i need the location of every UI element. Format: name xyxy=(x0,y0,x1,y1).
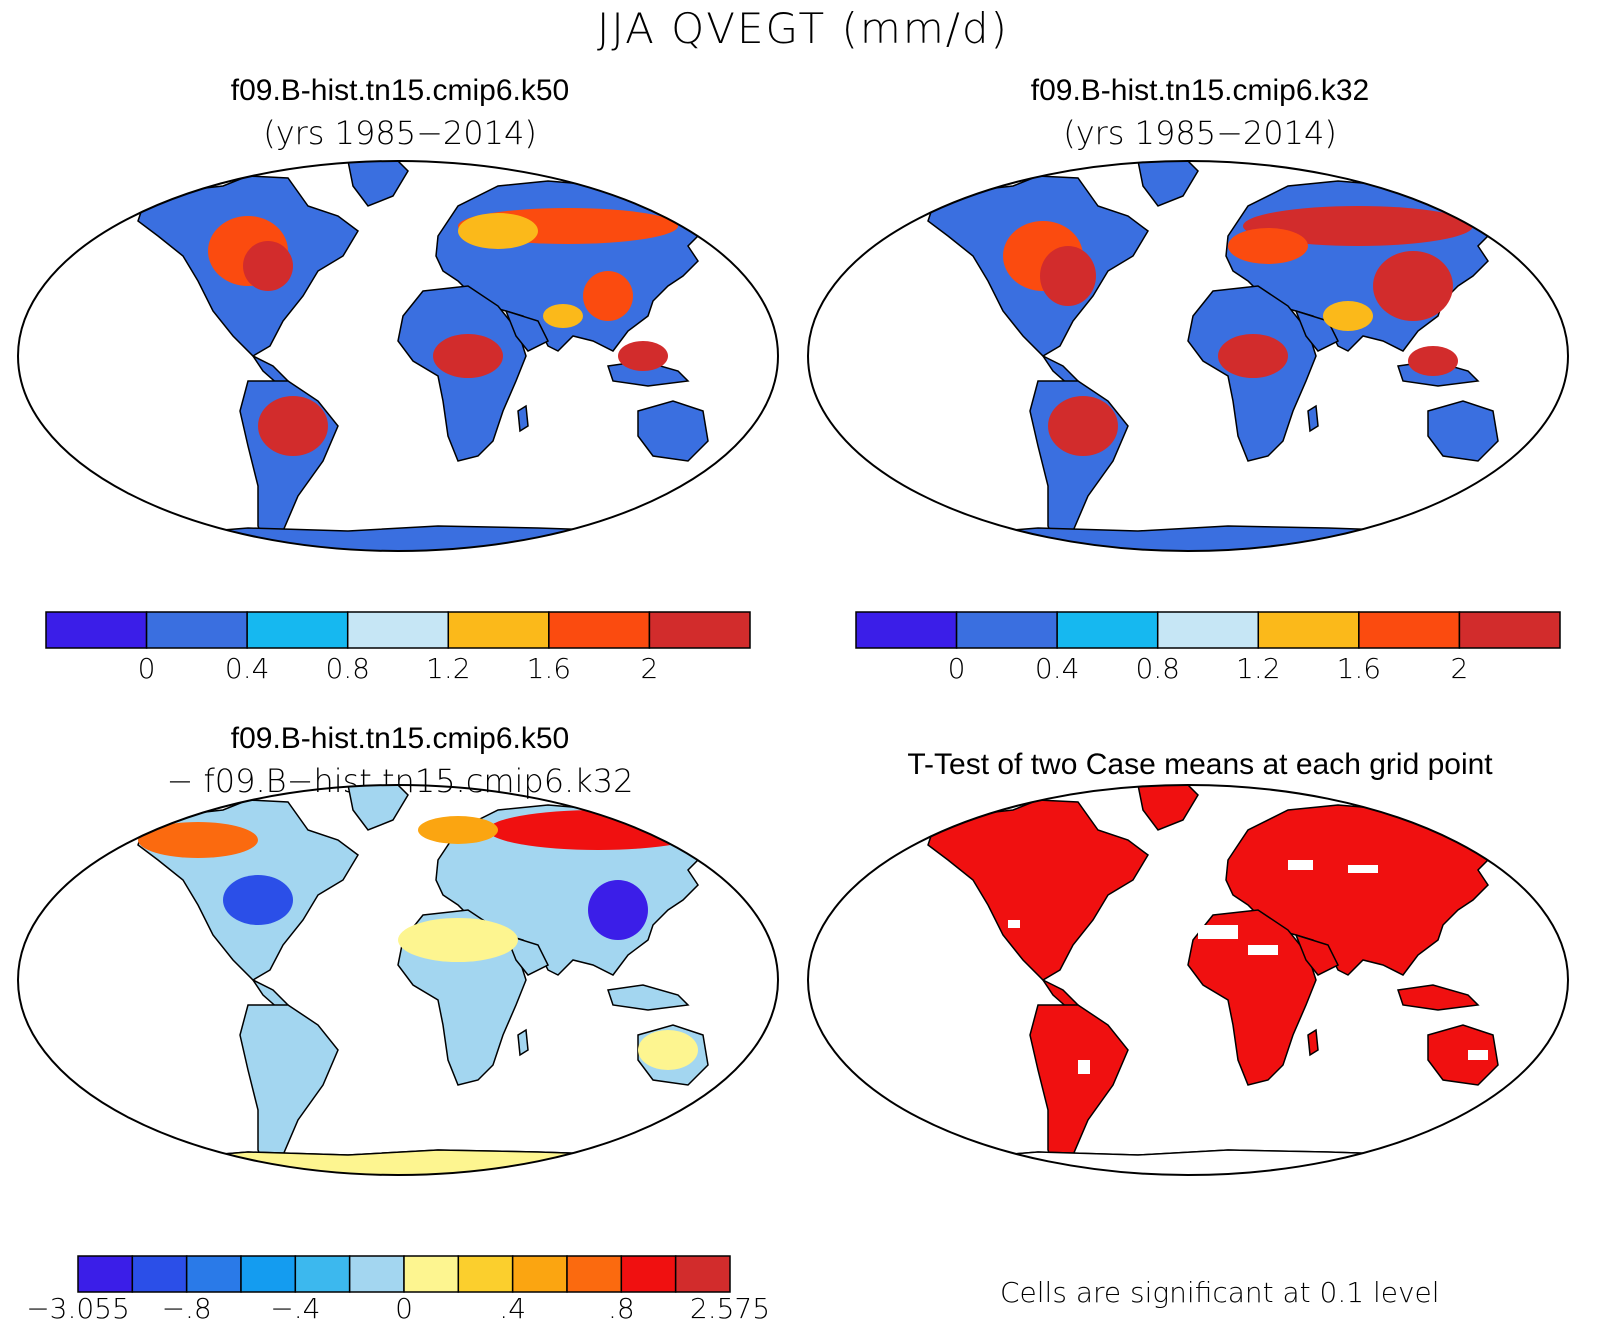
colorbar-tick-label: −3.055 xyxy=(26,1292,130,1325)
colorbar-swatch xyxy=(131,1255,188,1293)
colorbar-tick-label: 1.2 xyxy=(1236,652,1281,685)
colorbar-swatch xyxy=(674,1255,731,1293)
colorbar-swatch xyxy=(1156,611,1260,649)
panel-b-title: f09.B-hist.tn15.cmip6.k32 xyxy=(1030,74,1370,107)
colorbar-swatch xyxy=(45,611,148,649)
colorbar-tick-label: −.4 xyxy=(270,1292,321,1325)
colorbar-swatch xyxy=(77,1255,134,1293)
map-panel-b xyxy=(807,160,1569,552)
panel-b-subtitle: (yrs 1985−2014) xyxy=(1063,114,1337,152)
colorbar-swatch xyxy=(955,611,1058,649)
colorbar-swatch xyxy=(1056,611,1159,649)
colorbar-tick-label: 2 xyxy=(640,652,659,685)
colorbar-tick-label: 1.6 xyxy=(526,652,572,685)
panel-a-title: f09.B-hist.tn15.cmip6.k50 xyxy=(230,74,570,107)
colorbar-panel-a xyxy=(45,611,751,649)
colorbar-swatch xyxy=(1358,611,1461,649)
colorbar-tick-label: −.8 xyxy=(161,1292,212,1325)
colorbar-tick-label: 0.4 xyxy=(1034,652,1080,685)
colorbar-swatch xyxy=(294,1255,351,1293)
colorbar-swatch xyxy=(346,611,450,649)
map-panel-c xyxy=(17,784,779,1176)
colorbar-tick-label: 0.8 xyxy=(325,652,370,685)
colorbar-tick-label: 2 xyxy=(1450,652,1469,685)
colorbar-tick-label: 0 xyxy=(395,1292,413,1325)
colorbar-swatch xyxy=(566,1255,623,1293)
colorbar-tick-label: 1.6 xyxy=(1336,652,1382,685)
colorbar-swatch xyxy=(403,1255,460,1293)
significance-note: Cells are significant at 0.1 level xyxy=(1000,1276,1440,1309)
panel-d-title: T-Test of two Case means at each grid po… xyxy=(907,748,1493,781)
colorbar-tick-label: 1.2 xyxy=(426,652,471,685)
colorbar-swatch xyxy=(620,1255,677,1293)
map-panel-d xyxy=(807,784,1569,1176)
high-value-regions xyxy=(1003,206,1473,456)
colorbar-swatch xyxy=(348,1255,405,1293)
colorbar-swatch xyxy=(240,1255,297,1293)
high-value-regions xyxy=(208,208,678,456)
colorbar-swatch xyxy=(1458,611,1561,649)
colorbar-swatch xyxy=(511,1255,568,1293)
colorbar-swatch xyxy=(457,1255,514,1293)
colorbar-tick-label: 0.4 xyxy=(224,652,270,685)
colorbar-tick-label: 2.575 xyxy=(689,1292,771,1325)
colorbar-tick-label: .8 xyxy=(607,1292,635,1325)
colorbar-swatch xyxy=(1257,611,1360,649)
colorbar-swatch xyxy=(548,611,651,649)
colorbar-tick-label: 0 xyxy=(137,652,156,685)
colorbar-tick-label: .4 xyxy=(499,1292,527,1325)
colorbar-swatch xyxy=(145,611,248,649)
colorbar-tick-label: 0 xyxy=(947,652,966,685)
figure-title: JJA QVEGT (mm/d) xyxy=(597,4,1009,53)
panel-c-title: f09.B-hist.tn15.cmip6.k50 xyxy=(230,722,570,755)
colorbar-panel-b xyxy=(855,611,1561,649)
colorbar-panel-c xyxy=(77,1255,731,1293)
colorbar-tick-label: 0.8 xyxy=(1135,652,1180,685)
colorbar-swatch xyxy=(185,1255,242,1293)
colorbar-swatch xyxy=(246,611,349,649)
colorbar-swatch xyxy=(648,611,751,649)
colorbar-swatch xyxy=(855,611,958,649)
non-significant-cells xyxy=(1008,860,1488,1074)
panel-a-subtitle: (yrs 1985−2014) xyxy=(263,114,537,152)
colorbar-swatch xyxy=(447,611,550,649)
map-panel-a xyxy=(17,160,779,552)
